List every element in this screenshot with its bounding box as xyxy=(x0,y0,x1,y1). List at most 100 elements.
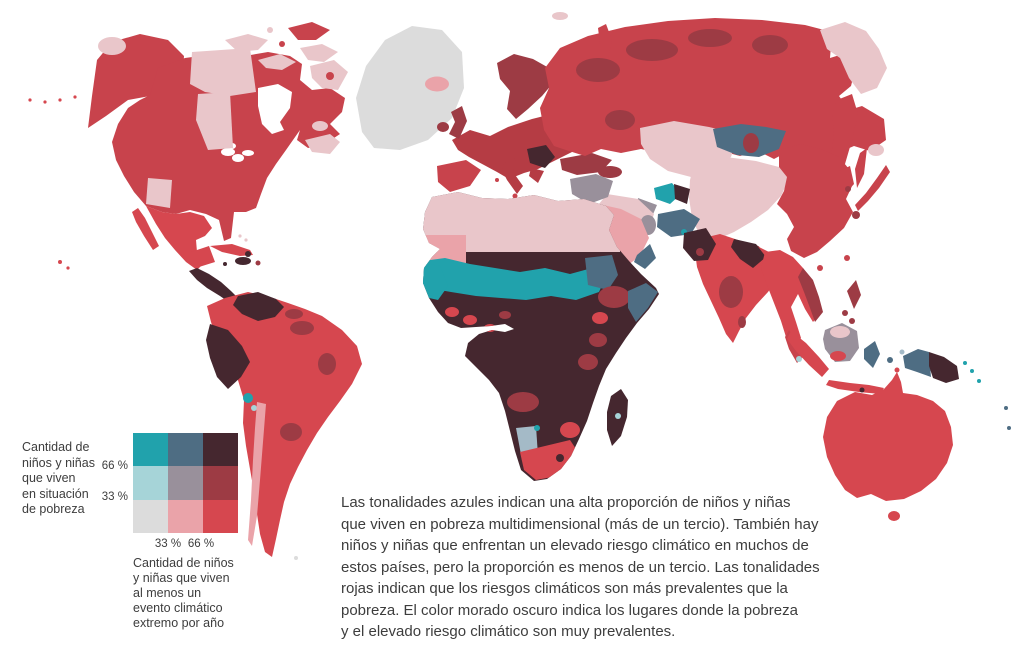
region-philippines-south xyxy=(849,318,855,324)
hudson-bay xyxy=(258,84,292,134)
region-group-oceania xyxy=(823,349,1011,521)
legend-y-axis-label-line: niños y niñas xyxy=(22,455,95,470)
region-chile xyxy=(248,402,266,546)
region-balkans xyxy=(527,145,555,168)
region-iraq-syria xyxy=(570,174,613,204)
legend-x-axis-label: Cantidad de niños y niñas que viven al m… xyxy=(133,556,251,631)
region-alaska-north-pale xyxy=(98,37,126,55)
description-text: Las tonalidades azules indican una alta … xyxy=(341,492,841,643)
region-india-east xyxy=(731,239,766,268)
region-angola-zambia xyxy=(507,392,539,412)
region-madagascar-patch xyxy=(615,413,621,419)
region-puerto-rico xyxy=(255,260,261,266)
region-east-china xyxy=(777,144,853,258)
region-south-africa xyxy=(520,440,578,480)
region-oman xyxy=(634,244,656,269)
arctic-island xyxy=(267,27,273,33)
region-australia xyxy=(823,372,953,501)
region-honshu xyxy=(855,165,890,211)
region-cuba xyxy=(210,244,253,256)
region-somalia xyxy=(628,283,658,322)
arctic-island xyxy=(279,41,285,47)
description-line: pobreza. El color morado oscuro indica l… xyxy=(341,601,798,619)
region-philippines-south xyxy=(842,310,848,316)
region-peru-teal xyxy=(243,393,253,403)
region-bahamas xyxy=(244,238,248,242)
region-tasmania xyxy=(888,511,900,521)
region-solomons xyxy=(970,369,974,373)
region-sri-lanka xyxy=(738,316,746,328)
region-philippines xyxy=(847,280,861,309)
region-east-africa-patch xyxy=(578,354,598,370)
legend-cell-r1c0 xyxy=(133,466,168,500)
region-nigeria-patch xyxy=(499,311,511,319)
region-cuba-east xyxy=(245,251,251,257)
region-chukotka xyxy=(820,22,887,94)
region-group-africa xyxy=(423,192,659,481)
region-baja xyxy=(132,208,159,250)
region-turkey xyxy=(560,153,612,175)
region-group-south-america xyxy=(206,292,362,560)
region-canada-north-pale xyxy=(190,48,256,96)
region-venezuela xyxy=(233,292,284,321)
region-korea-south xyxy=(845,186,851,192)
region-group-north-america xyxy=(28,22,348,305)
arctic-island xyxy=(258,54,296,70)
region-caucasus xyxy=(598,166,622,178)
region-russia-patch xyxy=(752,35,788,55)
region-brazil-patch xyxy=(290,321,314,335)
region-central-america xyxy=(189,268,239,305)
region-korea xyxy=(839,166,854,193)
region-ethiopia xyxy=(598,286,630,308)
legend-cell-r2c2 xyxy=(203,499,238,533)
region-moluccas xyxy=(894,367,900,373)
description-line: Las tonalidades azules indican una alta … xyxy=(341,494,791,511)
region-zimbabwe-moz xyxy=(560,422,580,438)
region-prairie-pale-band xyxy=(196,92,233,150)
region-hawaii xyxy=(66,266,70,270)
legend-y-axis-label-line: de pobreza xyxy=(22,502,85,516)
region-aleutian-island xyxy=(58,98,62,102)
region-vanuatu xyxy=(1007,426,1011,430)
region-sudan-patch xyxy=(585,255,618,290)
region-taiwan xyxy=(844,255,850,261)
description-line: niños y niñas que enfrentan un elevado r… xyxy=(341,537,809,554)
region-moluccas xyxy=(899,349,905,355)
region-peru-teal-light xyxy=(251,405,257,411)
region-malaysia-tip xyxy=(796,356,802,362)
legend-x-tick-66: 66 % xyxy=(187,538,215,550)
great-lakes xyxy=(232,154,244,162)
region-east-africa-patch xyxy=(589,333,607,347)
region-newfoundland-pale xyxy=(312,121,328,131)
region-brazil-patch xyxy=(318,353,336,375)
region-vanuatu xyxy=(1004,406,1008,410)
legend-cell-r0c2 xyxy=(203,433,238,467)
legend-y-axis-label-line: que viven xyxy=(22,471,76,485)
region-yucatan xyxy=(191,246,215,267)
region-usa-west-pale xyxy=(146,178,172,208)
legend-y-axis-label-line: en situación xyxy=(22,486,89,501)
region-vietnam xyxy=(798,268,823,322)
region-russia-patch xyxy=(576,58,620,82)
region-svalbard xyxy=(552,12,568,20)
legend-x-tick-33: 33 % xyxy=(154,538,182,550)
region-ecuador-peru xyxy=(206,324,250,389)
arctic-island xyxy=(225,34,268,52)
region-java-east xyxy=(859,387,865,393)
region-gulf-coast-patch xyxy=(484,324,496,332)
region-gulf-coast-patch xyxy=(463,315,477,325)
legend-cell-r1c1 xyxy=(168,466,203,500)
region-uzbekistan xyxy=(654,183,681,204)
description-line: rojas indican que los riesgos climáticos… xyxy=(341,580,788,597)
region-aleutian-island xyxy=(73,95,77,99)
region-uk xyxy=(449,106,467,139)
arctic-island xyxy=(288,22,330,40)
region-west-china xyxy=(689,157,789,240)
legend-y-tick-66: 66 % xyxy=(101,460,128,472)
region-java xyxy=(826,380,884,394)
description-line: estos países, pero la proporción es meno… xyxy=(341,558,820,576)
region-afghanistan xyxy=(657,209,700,237)
region-group-indonesia xyxy=(787,280,905,402)
region-bolivia-patch xyxy=(280,423,302,441)
